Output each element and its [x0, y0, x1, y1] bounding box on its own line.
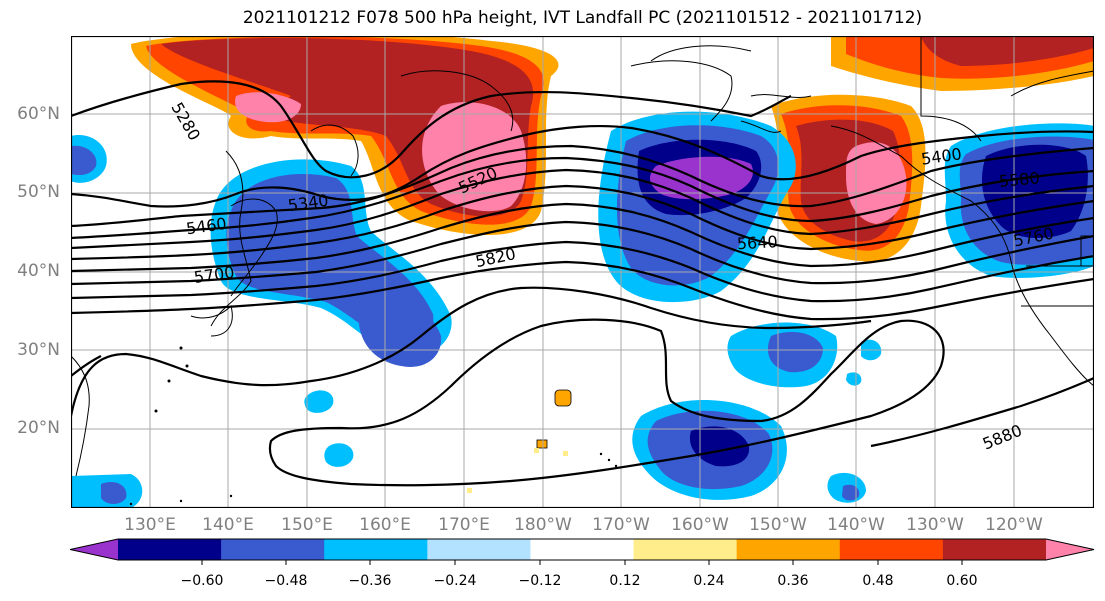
- lon-label-130e: 130°E: [124, 515, 176, 535]
- islands: [129, 346, 618, 506]
- lon-label-180w: 180°W: [514, 515, 572, 535]
- positive-ivt-shading: [131, 36, 1094, 493]
- lat-label-30n: 30°N: [17, 340, 60, 360]
- colorbar-label-n048: −0.48: [264, 573, 308, 589]
- colorbar-label-p012: 0.12: [609, 573, 641, 589]
- colorbar-segment: [839, 539, 944, 560]
- ivt-colorbar: [70, 538, 1095, 565]
- colorbar-label-p024: 0.24: [693, 573, 725, 589]
- colorbar-segment: [221, 539, 325, 560]
- chart-title: 2021101212 F078 500 hPa height, IVT Land…: [242, 8, 923, 28]
- colorbar-segment: [70, 539, 118, 560]
- lon-label-130w: 130°W: [906, 515, 964, 535]
- colorbar-label-n036: −0.36: [348, 573, 392, 589]
- lon-label-140w: 140°W: [827, 515, 885, 535]
- contour-label-5640: 5640: [736, 232, 778, 253]
- colorbar-label-n012: −0.12: [518, 573, 562, 589]
- height-contours: [71, 80, 1094, 487]
- colorbar-label-p048: 0.48: [862, 573, 894, 589]
- colorbar-label-n024: −0.24: [433, 573, 477, 589]
- negative-ivt-shading: [71, 111, 1094, 508]
- lon-label-140e: 140°E: [202, 515, 254, 535]
- colorbar-segment: [324, 539, 428, 560]
- colorbar-label-p036: 0.36: [777, 573, 809, 589]
- lat-label-60n: 60°N: [17, 104, 60, 124]
- colorbar-segment: [1046, 539, 1094, 560]
- colorbar-label-n060: −0.60: [180, 573, 224, 589]
- colorbar-segment: [633, 539, 738, 560]
- colorbar-segment: [942, 539, 1047, 560]
- lat-label-20n: 20°N: [17, 418, 60, 438]
- colorbar-label-p060: 0.60: [946, 573, 978, 589]
- colorbar-segment: [118, 539, 222, 560]
- contour-label-5580: 5580: [998, 168, 1040, 190]
- lat-label-40n: 40°N: [17, 261, 60, 281]
- lon-label-170w: 170°W: [592, 515, 650, 535]
- colorbar-segment: [736, 539, 841, 560]
- colorbar-segment: [530, 539, 635, 560]
- colorbar-outline: [70, 538, 1095, 561]
- lon-label-160e: 160°E: [359, 515, 411, 535]
- colorbar-ticks: [201, 560, 963, 565]
- lon-label-150e: 150°E: [281, 515, 333, 535]
- lat-label-50n: 50°N: [17, 182, 60, 202]
- lon-label-150w: 150°W: [749, 515, 807, 535]
- coastlines: [71, 36, 1094, 477]
- colorbar-segment: [427, 539, 531, 560]
- lon-label-170e: 170°E: [438, 515, 490, 535]
- ivt-height-map: 5280 5340 5460 5520 5700 5820 5640 5580 …: [71, 36, 1094, 508]
- colorbar-segments: [70, 538, 1095, 561]
- lon-label-160w: 160°W: [671, 515, 729, 535]
- lon-label-120w: 120°W: [985, 515, 1043, 535]
